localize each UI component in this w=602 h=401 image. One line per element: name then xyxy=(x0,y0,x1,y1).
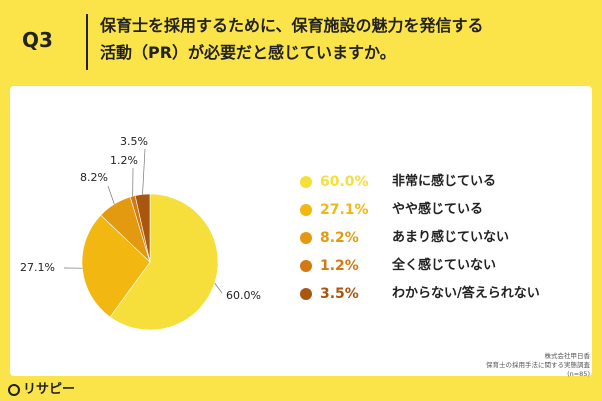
question-title-line2: 活動（PR）が必要だと感じていますか。 xyxy=(100,43,396,62)
legend-label: あまり感じていない xyxy=(392,230,510,245)
legend-percentage: 27.1% xyxy=(320,202,369,218)
slice-label-1: 60.0% xyxy=(226,289,261,302)
slice-label-4: 1.2% xyxy=(110,154,138,167)
legend-label: わからない/答えられない xyxy=(392,286,540,301)
pie-slice-5 xyxy=(134,193,151,263)
legend-swatch xyxy=(300,288,312,300)
legend-percentage: 3.5% xyxy=(320,286,359,302)
leader-line-1 xyxy=(214,282,223,294)
legend-label: やや感じている xyxy=(392,202,484,217)
source-sample: (n=85) xyxy=(567,370,590,378)
legend-swatch xyxy=(300,204,312,216)
logo-icon xyxy=(8,384,20,396)
leader-line-3 xyxy=(107,185,115,205)
source-survey: 保育士の採用手法に関する実態調査 xyxy=(486,361,590,369)
legend-percentage: 1.2% xyxy=(320,258,359,274)
leader-line-5 xyxy=(142,148,146,195)
slice-label-5: 3.5% xyxy=(120,135,148,148)
question-title-line1: 保育士を採用するために、保育施設の魅力を発信する xyxy=(100,16,484,35)
pie-slice-2 xyxy=(81,214,151,318)
legend-label: 非常に感じている xyxy=(392,174,497,189)
slice-label-3: 8.2% xyxy=(80,171,108,184)
legend-swatch xyxy=(300,232,312,244)
legend-percentage: 60.0% xyxy=(320,174,369,190)
header: Q3 保育士を採用するために、保育施設の魅力を発信する 活動（PR）が必要だと感… xyxy=(0,0,602,82)
legend-swatch xyxy=(300,176,312,188)
logo-text: リサピー xyxy=(23,382,76,397)
legend-percentage: 8.2% xyxy=(320,230,359,246)
source-company: 株式会社甲日香 xyxy=(544,352,591,360)
source-note: 株式会社甲日香 保育士の採用手法に関する実態調査 (n=85) xyxy=(486,352,590,379)
question-title: 保育士を採用するために、保育施設の魅力を発信する 活動（PR）が必要だと感じてい… xyxy=(100,12,580,66)
divider xyxy=(86,14,88,70)
legend-swatch xyxy=(300,260,312,272)
brand-logo: リサピー xyxy=(8,378,76,397)
slice-label-2: 27.1% xyxy=(20,261,55,274)
question-number: Q3 xyxy=(22,28,53,52)
legend-label: 全く感じていない xyxy=(392,258,497,273)
